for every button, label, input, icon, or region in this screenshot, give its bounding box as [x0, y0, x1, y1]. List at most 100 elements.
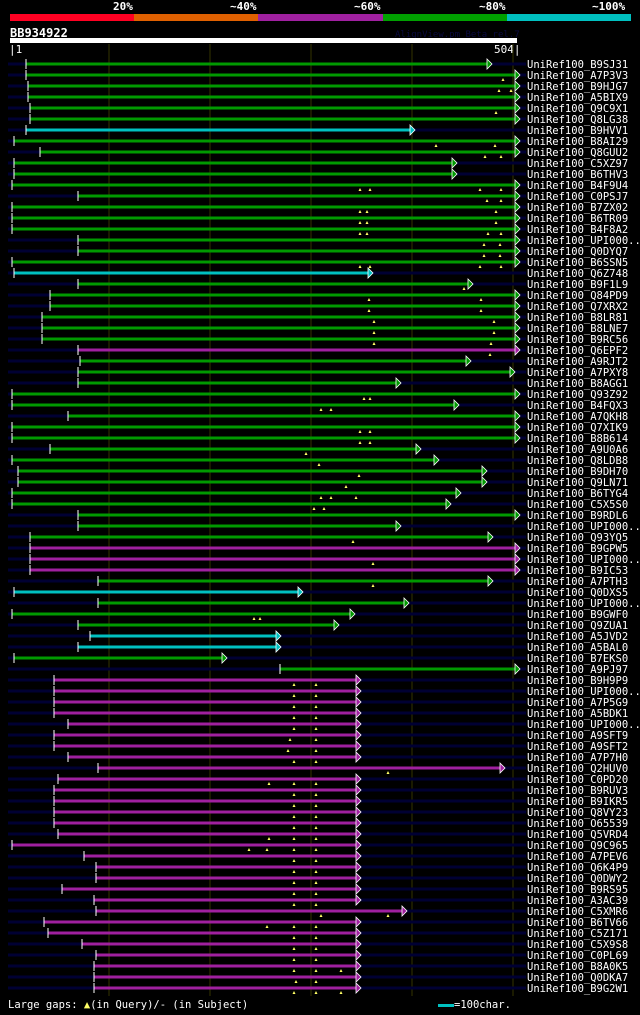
hit-label[interactable]: UniRef100_Q0DWY2: [527, 873, 628, 885]
hit-bar[interactable]: [50, 293, 515, 297]
hit-bar[interactable]: [54, 678, 356, 682]
hit-label[interactable]: UniRef100_A7P7H0: [527, 752, 628, 764]
hit-label[interactable]: UniRef100_A5BIX9: [527, 92, 628, 104]
alignment-row[interactable]: UniRef100_B9G2W1: [8, 982, 628, 995]
alignment-row[interactable]: UniRef100_B9RS95: [8, 883, 628, 896]
hit-label[interactable]: UniRef100_Q93Z92: [527, 389, 628, 401]
hit-label[interactable]: UniRef100_Q5VRD4: [527, 829, 628, 841]
hit-bar[interactable]: [42, 337, 515, 341]
alignment-row[interactable]: UniRef100_A7PTH3: [8, 575, 628, 588]
hit-label[interactable]: UniRef100_C5X5S0: [527, 499, 628, 511]
hit-label[interactable]: UniRef100_B6TYG4: [527, 488, 628, 500]
hit-bar[interactable]: [30, 546, 515, 550]
hit-label[interactable]: UniRef100_Q9ZUA1: [527, 620, 628, 632]
hit-bar[interactable]: [12, 502, 446, 506]
hit-label[interactable]: UniRef100_Q84PD9: [527, 290, 628, 302]
alignment-row[interactable]: UniRef100_B9IKR5: [8, 795, 628, 808]
hit-bar[interactable]: [14, 161, 452, 165]
alignment-row[interactable]: UniRef100_UPI000..: [8, 718, 640, 731]
hit-bar[interactable]: [12, 227, 515, 231]
hit-bar[interactable]: [78, 194, 515, 198]
hit-label[interactable]: UniRef100_B9RUV3: [527, 785, 628, 797]
hit-label[interactable]: UniRef100_Q8GUU2: [527, 147, 628, 159]
hit-label[interactable]: UniRef100_Q6K4P9: [527, 862, 628, 874]
alignment-row[interactable]: UniRef100_B9GPW5: [8, 542, 628, 555]
alignment-row[interactable]: UniRef100_A9SFT2: [8, 740, 628, 753]
alignment-row[interactable]: UniRef100_B9HVV1: [8, 124, 628, 137]
hit-label[interactable]: UniRef100_UPI000..: [527, 686, 640, 698]
hit-bar[interactable]: [96, 876, 356, 880]
hit-label[interactable]: UniRef100_C5Z171: [527, 928, 628, 940]
hit-label[interactable]: UniRef100_A7P5G9: [527, 697, 628, 709]
hit-bar[interactable]: [68, 722, 356, 726]
alignment-row[interactable]: UniRef100_B9F1L9: [8, 278, 628, 291]
alignment-row[interactable]: UniRef100_C5XZ97: [8, 157, 628, 170]
alignment-row[interactable]: UniRef100_A7QKH8: [8, 410, 628, 423]
alignment-row[interactable]: UniRef100_A3AC39: [8, 894, 628, 907]
alignment-row[interactable]: UniRef100_Q8LG38: [8, 113, 628, 126]
hit-bar[interactable]: [28, 84, 515, 88]
hit-bar[interactable]: [62, 887, 356, 891]
alignment-row[interactable]: UniRef100_B8AI29: [8, 135, 628, 148]
alignment-row[interactable]: UniRef100_UPI000..: [8, 685, 640, 698]
hit-bar[interactable]: [94, 975, 356, 979]
hit-bar[interactable]: [98, 766, 500, 770]
alignment-row[interactable]: UniRef100_A7P3V3: [8, 69, 628, 82]
alignment-row[interactable]: UniRef100_B7EKS0: [8, 652, 628, 665]
hit-bar[interactable]: [54, 799, 356, 803]
alignment-row[interactable]: UniRef100_B4F9U4: [8, 179, 628, 192]
hit-label[interactable]: UniRef100_B8A0K5: [527, 961, 628, 973]
hit-bar[interactable]: [280, 667, 515, 671]
alignment-row[interactable]: UniRef100_Q2HUV0: [8, 762, 628, 775]
hit-bar[interactable]: [30, 535, 488, 539]
hit-bar[interactable]: [54, 810, 356, 814]
hit-bar[interactable]: [94, 964, 356, 968]
alignment-row[interactable]: UniRef100_B4F8A2: [8, 223, 628, 236]
hit-bar[interactable]: [96, 865, 356, 869]
hit-bar[interactable]: [78, 348, 515, 352]
hit-label[interactable]: UniRef100_Q9C965: [527, 840, 628, 852]
hit-label[interactable]: UniRef100_B9HVV1: [527, 125, 628, 137]
hit-label[interactable]: UniRef100_B9RDL6: [527, 510, 628, 522]
hit-label[interactable]: UniRef100_A5JVD2: [527, 631, 628, 643]
alignment-row[interactable]: UniRef100_C0PL69: [8, 949, 628, 962]
hit-label[interactable]: UniRef100_B6TV66: [527, 917, 628, 929]
hit-bar[interactable]: [78, 282, 468, 286]
hit-label[interactable]: UniRef100_B7ZX02: [527, 202, 628, 214]
hit-bar[interactable]: [14, 172, 452, 176]
alignment-row[interactable]: UniRef100_Q84PD9: [8, 289, 628, 302]
hit-label[interactable]: UniRef100_C5XMR6: [527, 906, 628, 918]
alignment-row[interactable]: UniRef100_B6TR09: [8, 212, 628, 225]
alignment-row[interactable]: UniRef100_B9DH70: [8, 465, 628, 478]
hit-label[interactable]: UniRef100_B4FQX3: [527, 400, 628, 412]
hit-bar[interactable]: [98, 579, 488, 583]
alignment-row[interactable]: UniRef100_B9IC53: [8, 564, 628, 577]
alignment-row[interactable]: UniRef100_Q6K4P9: [8, 861, 628, 874]
hit-bar[interactable]: [98, 601, 404, 605]
hit-bar[interactable]: [54, 821, 356, 825]
alignment-row[interactable]: UniRef100_B6SSN5: [8, 256, 628, 269]
hit-label[interactable]: UniRef100_Q6EPF2: [527, 345, 628, 357]
hit-label[interactable]: UniRef100_B8B614: [527, 433, 628, 445]
hit-label[interactable]: UniRef100_B9RC56: [527, 334, 628, 346]
hit-bar[interactable]: [30, 117, 515, 121]
alignment-row[interactable]: UniRef100_B7ZX02: [8, 201, 628, 214]
hit-bar[interactable]: [44, 920, 356, 924]
alignment-row[interactable]: UniRef100_A7P5G9: [8, 696, 628, 709]
alignment-row[interactable]: UniRef100_B9RC56: [8, 333, 628, 346]
alignment-row[interactable]: UniRef100_Q9C965: [8, 839, 628, 852]
hit-label[interactable]: UniRef100_UPI000..: [527, 719, 640, 731]
hit-bar[interactable]: [18, 469, 482, 473]
hit-label[interactable]: UniRef100_B6SSN5: [527, 257, 628, 269]
alignment-row[interactable]: UniRef100_B8LNE7: [8, 322, 628, 335]
alignment-row[interactable]: UniRef100_B6TYG4: [8, 487, 628, 500]
hit-bar[interactable]: [26, 128, 410, 132]
alignment-row[interactable]: UniRef100_C5XMR6: [8, 905, 628, 918]
hit-bar[interactable]: [54, 733, 356, 737]
hit-label[interactable]: UniRef100_B9GWF0: [527, 609, 628, 621]
alignment-row[interactable]: UniRef100_A5BIX9: [8, 91, 628, 104]
hit-bar[interactable]: [78, 513, 515, 517]
hit-bar[interactable]: [42, 315, 515, 319]
alignment-row[interactable]: UniRef100_Q0DWY2: [8, 872, 628, 885]
hit-label[interactable]: UniRef100_B4F8A2: [527, 224, 628, 236]
